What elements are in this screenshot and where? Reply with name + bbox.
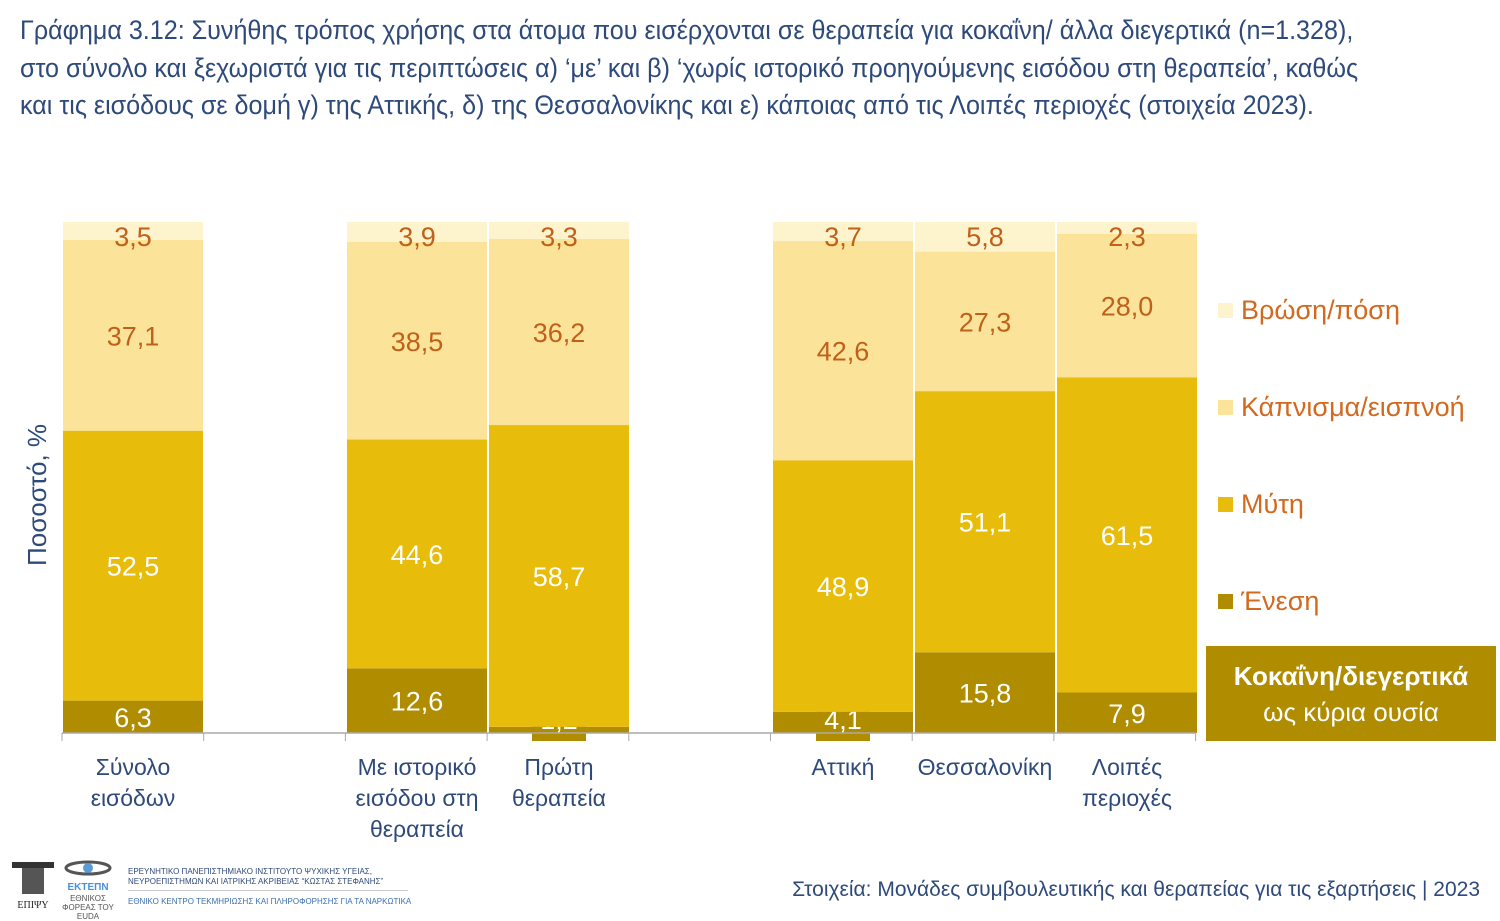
callout-line1: Κοκαΐνη/διεγερτικά bbox=[1233, 661, 1469, 691]
data-label: 52,5 bbox=[107, 552, 160, 582]
data-label: 51,1 bbox=[959, 508, 1012, 538]
y-axis-label: Ποσοστό, % bbox=[22, 424, 52, 566]
data-label: 5,8 bbox=[966, 222, 1004, 252]
x-tick-label: θεραπεία bbox=[512, 785, 606, 811]
centre-name: ΕΘΝΙΚΟ ΚΕΝΤΡΟ ΤΕΚΜΗΡΙΩΣΗΣ ΚΑΙ ΠΛΗΡΟΦΟΡΗΣ… bbox=[128, 897, 412, 906]
bar-segment bbox=[915, 222, 1055, 252]
bar-segment bbox=[915, 251, 1055, 392]
bar-segment bbox=[915, 652, 1055, 733]
institute-line1: ΕΡΕΥΝΗΤΙΚΟ ΠΑΝΕΠΙΣΤΗΜΙΑΚΟ ΙΝΣΤΙΤΟΥΤΟ ΨΥΧ… bbox=[128, 867, 372, 876]
legend-label: Ένεση bbox=[1241, 586, 1320, 616]
bar-segment bbox=[347, 222, 487, 243]
chart-title: Γράφημα 3.12: Συνήθης τρόπος χρήσης στα … bbox=[20, 15, 1359, 120]
data-label: 15,8 bbox=[959, 679, 1012, 709]
bar-segment bbox=[773, 460, 913, 712]
bar-segment bbox=[773, 241, 913, 461]
logo2-sub: ΕΘΝΙΚΟΣ ΦΟΡΕΑΣ ΤΟΥ EUDA bbox=[62, 894, 114, 921]
epipsy-logo-icon: ΕΠΙΨΥ ΕΚΤΕΠΝ bbox=[12, 860, 112, 911]
x-tick-label: Πρώτη bbox=[524, 754, 593, 780]
bar-segment bbox=[1057, 692, 1197, 733]
bar-segment bbox=[347, 242, 487, 440]
data-label: 3,5 bbox=[114, 222, 152, 252]
callout-line2: ως κύρια ουσία bbox=[1263, 697, 1439, 727]
footer-logos: ΕΠΙΨΥ ΕΚΤΕΠΝ ΕΘΝΙΚΟΣ ΦΟΡΕΑΣ ΤΟΥ EUDA ΕΡΕ… bbox=[8, 856, 418, 921]
legend-item: Ένεση bbox=[1218, 586, 1319, 617]
bar-segment bbox=[63, 222, 203, 240]
legend-label: Βρώση/πόση bbox=[1241, 295, 1400, 325]
data-label: 3,7 bbox=[824, 222, 862, 252]
bar-segment bbox=[1057, 233, 1197, 378]
x-tick-label: Αττική bbox=[812, 754, 875, 780]
legend-swatch bbox=[1218, 594, 1233, 609]
legend-swatch bbox=[1218, 400, 1233, 415]
data-label: 3,9 bbox=[398, 222, 436, 252]
bar-segment bbox=[63, 239, 203, 431]
x-tick-label: εισόδου στη bbox=[356, 785, 479, 811]
data-label: 58,7 bbox=[533, 562, 586, 592]
legend-item: Βρώση/πόση bbox=[1218, 295, 1400, 326]
logo2-text: ΕΚΤΕΠΝ bbox=[67, 882, 108, 893]
x-tick-label: Σύνολο bbox=[96, 754, 171, 780]
data-label: 7,9 bbox=[1108, 699, 1146, 729]
data-label: 36,2 bbox=[533, 318, 586, 348]
bar-segment bbox=[1057, 377, 1197, 693]
data-label: 42,6 bbox=[817, 337, 870, 367]
data-label: 38,5 bbox=[391, 327, 444, 357]
data-label: 12,6 bbox=[391, 687, 444, 717]
bar-segment bbox=[915, 391, 1055, 653]
x-tick-label: Με ιστορικό bbox=[358, 754, 477, 780]
data-label: 37,1 bbox=[107, 321, 160, 351]
bar-segment bbox=[63, 430, 203, 701]
bar-segment bbox=[63, 700, 203, 733]
main-substance-callout: Κοκαΐνη/διεγερτικά ως κύρια ουσία bbox=[1206, 646, 1496, 741]
x-tick-label: περιοχές bbox=[1082, 785, 1172, 811]
bar-segment bbox=[1057, 222, 1197, 234]
bar-segment bbox=[489, 425, 629, 727]
x-tick-label: Λοιπές bbox=[1092, 754, 1162, 780]
data-label: 27,3 bbox=[959, 307, 1012, 337]
data-label: 2,3 bbox=[1108, 222, 1146, 252]
bar-segment bbox=[773, 222, 913, 242]
data-label: 28,0 bbox=[1101, 292, 1154, 322]
source-note: Στοιχεία: Μονάδες συμβουλευτικής και θερ… bbox=[792, 878, 1480, 901]
data-label: 3,3 bbox=[540, 222, 578, 252]
legend-item: Κάπνισμα/εισπνοή bbox=[1218, 392, 1465, 423]
data-label: 6,3 bbox=[114, 703, 152, 733]
data-label: 44,6 bbox=[391, 540, 444, 570]
legend-swatch bbox=[1218, 497, 1233, 512]
logo1-text: ΕΠΙΨΥ bbox=[17, 900, 48, 911]
x-tick-label: θεραπεία bbox=[370, 816, 464, 842]
data-label: 48,9 bbox=[817, 572, 870, 602]
legend-label: Κάπνισμα/εισπνοή bbox=[1241, 392, 1465, 422]
bar-segment bbox=[347, 668, 487, 733]
legend-swatch bbox=[1218, 303, 1233, 318]
bar-segment bbox=[489, 238, 629, 426]
data-label: 61,5 bbox=[1101, 521, 1154, 551]
bar-segment bbox=[489, 222, 629, 239]
x-tick-label: εισόδων bbox=[91, 785, 176, 811]
bar-segment bbox=[347, 439, 487, 669]
institute-line2: ΝΕΥΡΟΕΠΙΣΤΗΜΩΝ ΚΑΙ ΙΑΤΡΙΚΗΣ ΑΚΡΙΒΕΙΑΣ “Κ… bbox=[128, 877, 384, 886]
legend-label: Μύτη bbox=[1241, 489, 1304, 519]
legend-item: Μύτη bbox=[1218, 489, 1304, 520]
stacked-bar-chart: Ποσοστό, % 6,3 52,5 37,1 3,5 12,6 44,6 38,5 3,9… bbox=[22, 222, 1197, 842]
x-tick-label: Θεσσαλονίκη bbox=[918, 754, 1053, 780]
